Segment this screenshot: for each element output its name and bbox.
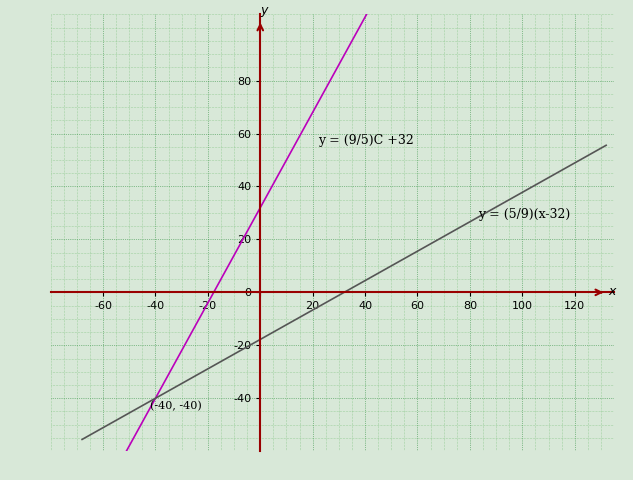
Text: y: y <box>261 4 268 17</box>
Text: (-40, -40): (-40, -40) <box>150 401 202 411</box>
Text: y = (9/5)C +32: y = (9/5)C +32 <box>318 134 413 147</box>
Text: y = (5/9)(x-32): y = (5/9)(x-32) <box>478 208 570 221</box>
Text: x: x <box>609 285 616 298</box>
